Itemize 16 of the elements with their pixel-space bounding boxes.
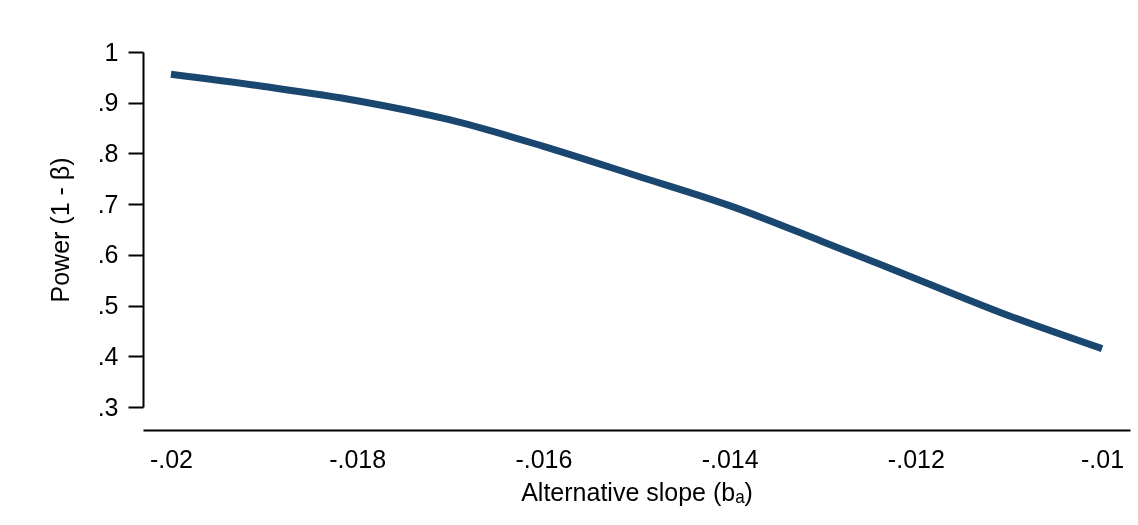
x-tick-label: -.018 (329, 444, 387, 473)
x-tick-label: -.016 (515, 444, 573, 473)
y-tick-label: .6 (97, 240, 119, 269)
y-tick-label: .7 (97, 189, 119, 218)
x-tick-label: -.014 (701, 444, 759, 473)
y-tick-label: .3 (97, 392, 119, 421)
x-axis-title: Alternative slope (bₐ) (521, 477, 753, 506)
x-tick-label: -.02 (149, 444, 193, 473)
y-tick-label: .8 (97, 138, 119, 167)
y-tick-label: .9 (97, 88, 119, 117)
y-tick-label: .4 (97, 341, 119, 370)
x-tick-label: -.012 (887, 444, 945, 473)
y-tick-label: .5 (97, 291, 119, 320)
y-tick-label: 1 (104, 37, 119, 66)
x-tick-label: -.01 (1081, 444, 1125, 473)
y-axis-title: Power (1 - β) (45, 157, 74, 303)
